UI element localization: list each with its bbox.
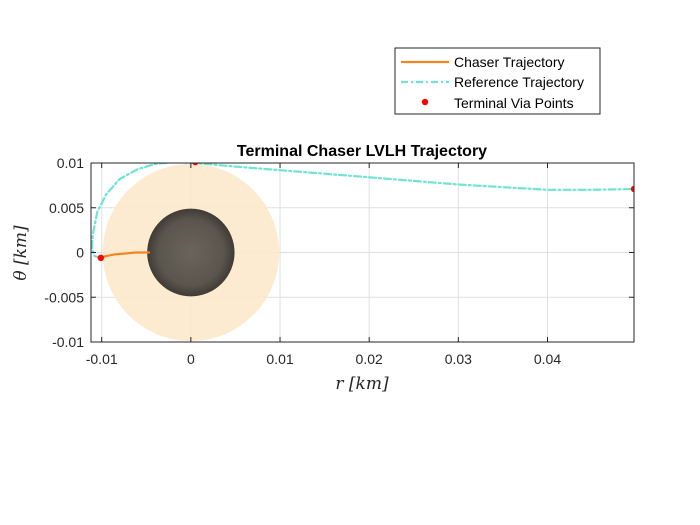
legend-box: [394, 47, 601, 115]
x-tick-label-4: 0.03: [445, 351, 472, 367]
axes: [90, 162, 635, 343]
x-axis-label: r [km]: [335, 374, 389, 394]
chaser-trajectory-line: [99, 251, 151, 259]
x-tick-label-3: 0.02: [356, 351, 383, 367]
reference-trajectory-line: [91, 163, 634, 259]
legend: Chaser Trajectory Reference Trajectory T…: [394, 47, 601, 115]
target-body: [147, 208, 235, 297]
legend-swatch-via-points: [421, 98, 429, 106]
chart-title: Terminal Chaser LVLH Trajectory: [237, 143, 487, 160]
x-tick-label-0: -0.01: [86, 351, 118, 367]
x-tick-label-5: 0.04: [534, 351, 561, 367]
via-point-2: [630, 185, 634, 193]
via-point-0: [97, 254, 105, 262]
y-tick-label-3: 0.005: [49, 200, 84, 216]
via-point-1: [192, 163, 199, 166]
series: [91, 163, 634, 262]
y-tick-label-2: 0: [76, 245, 84, 261]
regions: [102, 163, 280, 342]
x-tick-label-1: 0: [187, 351, 195, 367]
x-tick-labels: -0.01 0 0.01 0.02 0.03 0.04: [86, 351, 562, 367]
legend-entry-chaser: Chaser Trajectory: [454, 54, 564, 70]
y-tick-labels: -0.01 -0.005 0 0.005 0.01: [44, 155, 84, 350]
y-axis-label: θ [km]: [11, 225, 31, 281]
y-tick-label-4: 0.01: [57, 155, 84, 171]
legend-entry-via-points: Terminal Via Points: [454, 95, 574, 111]
y-tick-label-0: -0.01: [52, 334, 84, 350]
x-tick-label-2: 0.01: [266, 351, 293, 367]
legend-entry-reference: Reference Trajectory: [454, 74, 584, 90]
y-tick-label-1: -0.005: [44, 289, 84, 305]
